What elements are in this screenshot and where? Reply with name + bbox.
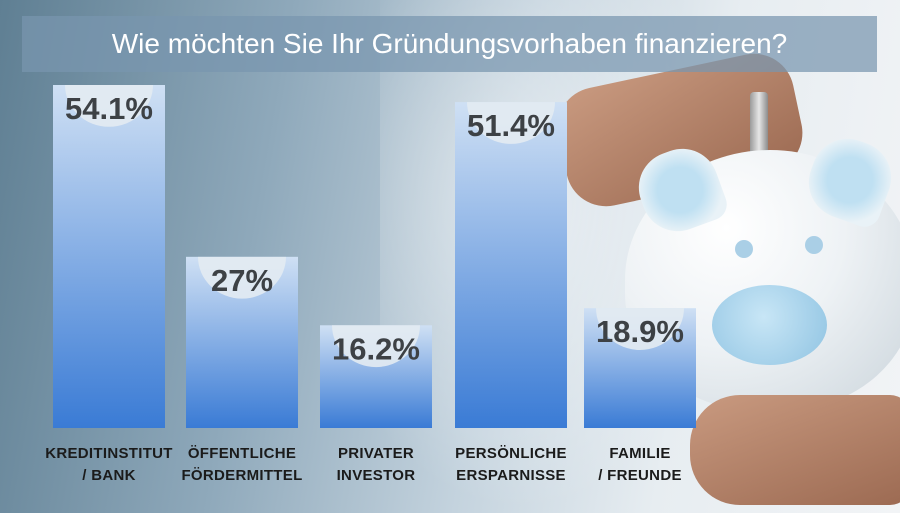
category-label-4-0: FAMILIE — [609, 445, 670, 462]
value-label-3: 51.4% — [467, 108, 555, 143]
bar-3 — [455, 102, 567, 429]
value-label-2: 16.2% — [332, 331, 420, 366]
value-badge-1 — [198, 256, 286, 299]
value-badge-2 — [332, 325, 420, 368]
category-label-4-1: / FREUNDE — [598, 467, 682, 484]
piggy-eye-left — [735, 240, 753, 258]
value-label-4: 18.9% — [596, 314, 684, 349]
value-label-1: 27% — [211, 263, 273, 298]
title-band: Wie möchten Sie Ihr Gründungsvorhaben fi… — [22, 16, 877, 72]
category-label-0-1: / BANK — [82, 467, 135, 484]
category-label-3-1: ERSPARNISSE — [456, 467, 566, 484]
value-badge-4 — [596, 308, 684, 350]
category-label-1-0: ÖFFENTLICHE — [188, 445, 296, 462]
category-label-3-0: PERSÖNLICHE — [455, 445, 567, 462]
piggy-snout — [712, 285, 827, 365]
bars-group: 54.1% KREDITINSTITUT / BANK 27% ÖFFENTLICHE F… — [45, 85, 696, 484]
chart-title: Wie möchten Sie Ihr Gründungsvorhaben fi… — [111, 28, 788, 59]
value-label-0: 54.1% — [65, 91, 153, 126]
piggy-eye-right — [805, 236, 823, 254]
value-badge-0 — [65, 85, 153, 127]
bar-0 — [53, 85, 165, 428]
category-label-0-0: KREDITINSTITUT — [45, 445, 173, 462]
category-label-1-1: FÖRDERMITTEL — [181, 467, 302, 484]
category-label-2-0: PRIVATER — [338, 445, 414, 462]
value-badge-3 — [467, 102, 555, 144]
coin-icon — [750, 92, 768, 162]
category-label-2-1: INVESTOR — [337, 467, 416, 484]
hand-bottom — [690, 395, 900, 505]
